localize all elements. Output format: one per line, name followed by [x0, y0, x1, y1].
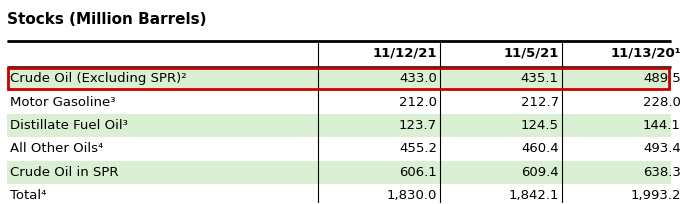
Text: 11/5/21: 11/5/21 [503, 46, 559, 59]
Text: 123.7: 123.7 [398, 119, 437, 132]
Bar [7, 137, 670, 161]
Bar [7, 67, 670, 91]
Text: 460.4: 460.4 [521, 142, 559, 155]
Text: 433.0: 433.0 [399, 72, 437, 85]
Text: 212.0: 212.0 [399, 96, 437, 109]
Text: Stocks (Million Barrels): Stocks (Million Barrels) [7, 12, 206, 27]
Text: 606.1: 606.1 [399, 166, 437, 179]
Text: Crude Oil (Excluding SPR)²: Crude Oil (Excluding SPR)² [10, 72, 187, 85]
Bar [7, 161, 670, 184]
Text: 11/13/20¹: 11/13/20¹ [610, 46, 680, 59]
Text: 11/12/21: 11/12/21 [373, 46, 437, 59]
Text: 1,842.1: 1,842.1 [509, 189, 559, 202]
Text: 455.2: 455.2 [399, 142, 437, 155]
Text: Motor Gasoline³: Motor Gasoline³ [10, 96, 116, 109]
Text: 212.7: 212.7 [521, 96, 559, 109]
Bar [8, 68, 669, 89]
Bar [7, 114, 670, 137]
Text: Crude Oil in SPR: Crude Oil in SPR [10, 166, 119, 179]
Text: Distillate Fuel Oil³: Distillate Fuel Oil³ [10, 119, 128, 132]
Text: 1,993.2: 1,993.2 [630, 189, 680, 202]
Text: Total⁴: Total⁴ [10, 189, 46, 202]
Text: 144.1: 144.1 [643, 119, 680, 132]
Text: 609.4: 609.4 [521, 166, 559, 179]
Text: 493.4: 493.4 [643, 142, 680, 155]
Bar [7, 91, 670, 114]
Bar [7, 184, 670, 204]
Text: 489.5: 489.5 [643, 72, 680, 85]
Text: 638.3: 638.3 [643, 166, 680, 179]
Text: 124.5: 124.5 [521, 119, 559, 132]
Text: 228.0: 228.0 [643, 96, 680, 109]
Text: 435.1: 435.1 [521, 72, 559, 85]
Text: All Other Oils⁴: All Other Oils⁴ [10, 142, 103, 155]
Text: 1,830.0: 1,830.0 [386, 189, 437, 202]
